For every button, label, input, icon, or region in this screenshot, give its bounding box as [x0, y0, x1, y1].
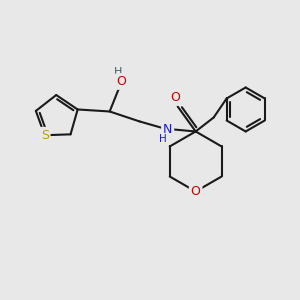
Text: O: O: [117, 75, 127, 88]
Text: H: H: [113, 68, 122, 77]
Text: O: O: [171, 91, 181, 104]
Text: S: S: [41, 129, 49, 142]
Text: H: H: [159, 134, 167, 145]
Text: N: N: [163, 123, 172, 136]
Text: O: O: [191, 185, 201, 198]
